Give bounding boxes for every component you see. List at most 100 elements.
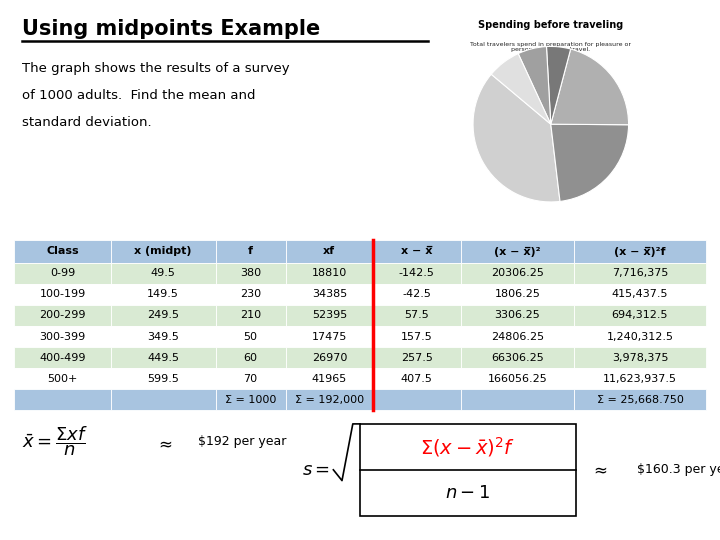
Text: 407.5: 407.5 bbox=[401, 374, 433, 384]
FancyBboxPatch shape bbox=[286, 240, 373, 262]
FancyBboxPatch shape bbox=[575, 284, 706, 305]
FancyBboxPatch shape bbox=[111, 305, 215, 326]
Wedge shape bbox=[546, 46, 571, 124]
Text: 24806.25: 24806.25 bbox=[491, 332, 544, 341]
Text: $\Sigma(x-\bar{x})^2f$: $\Sigma(x-\bar{x})^2f$ bbox=[420, 435, 516, 459]
Text: 41965: 41965 bbox=[312, 374, 347, 384]
Text: 11,623,937.5: 11,623,937.5 bbox=[603, 374, 677, 384]
Text: $n-1$: $n-1$ bbox=[446, 484, 490, 502]
Wedge shape bbox=[551, 124, 629, 201]
FancyBboxPatch shape bbox=[215, 284, 286, 305]
FancyBboxPatch shape bbox=[111, 347, 215, 368]
Text: 500+: 500+ bbox=[48, 374, 78, 384]
Text: 66306.25: 66306.25 bbox=[491, 353, 544, 363]
FancyBboxPatch shape bbox=[373, 240, 461, 262]
FancyBboxPatch shape bbox=[14, 326, 111, 347]
FancyBboxPatch shape bbox=[575, 368, 706, 389]
FancyBboxPatch shape bbox=[14, 368, 111, 389]
FancyBboxPatch shape bbox=[215, 326, 286, 347]
FancyBboxPatch shape bbox=[286, 305, 373, 326]
Text: 7,716,375: 7,716,375 bbox=[612, 268, 668, 278]
Text: 20306.25: 20306.25 bbox=[491, 268, 544, 278]
Text: $\approx$: $\approx$ bbox=[155, 435, 172, 453]
Wedge shape bbox=[518, 46, 551, 124]
Text: $\approx$: $\approx$ bbox=[590, 461, 608, 479]
Text: 380: 380 bbox=[240, 268, 261, 278]
Text: 257.5: 257.5 bbox=[401, 353, 433, 363]
Text: Σ = 25,668.750: Σ = 25,668.750 bbox=[597, 395, 683, 405]
FancyBboxPatch shape bbox=[111, 262, 215, 284]
Text: 0-99: 0-99 bbox=[50, 268, 75, 278]
Text: 18810: 18810 bbox=[312, 268, 347, 278]
FancyBboxPatch shape bbox=[111, 240, 215, 262]
Text: 149.5: 149.5 bbox=[147, 289, 179, 299]
Text: xf: xf bbox=[323, 246, 336, 256]
FancyBboxPatch shape bbox=[461, 347, 575, 368]
Text: 449.5: 449.5 bbox=[147, 353, 179, 363]
Text: 200-299: 200-299 bbox=[40, 310, 86, 320]
Text: 49.5: 49.5 bbox=[150, 268, 176, 278]
FancyBboxPatch shape bbox=[373, 389, 461, 410]
FancyBboxPatch shape bbox=[461, 368, 575, 389]
Text: f: f bbox=[248, 246, 253, 256]
FancyBboxPatch shape bbox=[286, 389, 373, 410]
Text: The graph shows the results of a survey: The graph shows the results of a survey bbox=[22, 62, 289, 75]
FancyBboxPatch shape bbox=[286, 262, 373, 284]
FancyBboxPatch shape bbox=[215, 347, 286, 368]
Text: Total travelers spend in preparation for pleasure or
personal/business travel.: Total travelers spend in preparation for… bbox=[470, 42, 631, 52]
Text: $192 per year: $192 per year bbox=[198, 435, 287, 448]
Text: 230: 230 bbox=[240, 289, 261, 299]
Text: 70: 70 bbox=[243, 374, 258, 384]
Text: 300-399: 300-399 bbox=[40, 332, 86, 341]
FancyBboxPatch shape bbox=[14, 284, 111, 305]
FancyBboxPatch shape bbox=[14, 347, 111, 368]
Text: 694,312.5: 694,312.5 bbox=[612, 310, 668, 320]
Text: 17475: 17475 bbox=[312, 332, 347, 341]
FancyBboxPatch shape bbox=[373, 262, 461, 284]
Text: 166056.25: 166056.25 bbox=[487, 374, 547, 384]
Text: of 1000 adults.  Find the mean and: of 1000 adults. Find the mean and bbox=[22, 89, 255, 102]
Text: 57.5: 57.5 bbox=[405, 310, 429, 320]
FancyBboxPatch shape bbox=[215, 368, 286, 389]
Text: 26970: 26970 bbox=[312, 353, 347, 363]
Text: Σ = 1000: Σ = 1000 bbox=[225, 395, 276, 405]
FancyBboxPatch shape bbox=[373, 305, 461, 326]
Text: Class: Class bbox=[46, 246, 78, 256]
Text: $s =$: $s =$ bbox=[302, 461, 330, 479]
FancyBboxPatch shape bbox=[111, 368, 215, 389]
FancyBboxPatch shape bbox=[373, 347, 461, 368]
Text: x − x̅: x − x̅ bbox=[401, 246, 433, 256]
FancyBboxPatch shape bbox=[286, 347, 373, 368]
Text: x (midpt): x (midpt) bbox=[135, 246, 192, 256]
Text: 3,978,375: 3,978,375 bbox=[612, 353, 668, 363]
Text: $160.3 per year: $160.3 per year bbox=[637, 463, 720, 476]
Text: -142.5: -142.5 bbox=[399, 268, 435, 278]
FancyBboxPatch shape bbox=[111, 389, 215, 410]
Text: $\bar{x} = \dfrac{\Sigma xf}{n}$: $\bar{x} = \dfrac{\Sigma xf}{n}$ bbox=[22, 424, 87, 457]
Text: 1,240,312.5: 1,240,312.5 bbox=[606, 332, 673, 341]
FancyBboxPatch shape bbox=[461, 240, 575, 262]
Text: Spending before traveling: Spending before traveling bbox=[478, 20, 624, 30]
Text: 100-199: 100-199 bbox=[40, 289, 86, 299]
FancyBboxPatch shape bbox=[14, 240, 111, 262]
FancyBboxPatch shape bbox=[286, 284, 373, 305]
FancyBboxPatch shape bbox=[575, 262, 706, 284]
FancyBboxPatch shape bbox=[461, 284, 575, 305]
FancyBboxPatch shape bbox=[111, 326, 215, 347]
Text: 3306.25: 3306.25 bbox=[495, 310, 541, 320]
Text: 349.5: 349.5 bbox=[147, 332, 179, 341]
Text: (x − x̅)²: (x − x̅)² bbox=[494, 246, 541, 256]
FancyBboxPatch shape bbox=[373, 326, 461, 347]
FancyBboxPatch shape bbox=[373, 284, 461, 305]
FancyBboxPatch shape bbox=[461, 305, 575, 326]
FancyBboxPatch shape bbox=[575, 326, 706, 347]
FancyBboxPatch shape bbox=[575, 305, 706, 326]
FancyBboxPatch shape bbox=[215, 262, 286, 284]
Wedge shape bbox=[551, 49, 629, 125]
Text: 34385: 34385 bbox=[312, 289, 347, 299]
Text: 210: 210 bbox=[240, 310, 261, 320]
Text: 157.5: 157.5 bbox=[401, 332, 433, 341]
Text: standard deviation.: standard deviation. bbox=[22, 116, 151, 129]
Text: 1806.25: 1806.25 bbox=[495, 289, 541, 299]
FancyBboxPatch shape bbox=[14, 389, 111, 410]
